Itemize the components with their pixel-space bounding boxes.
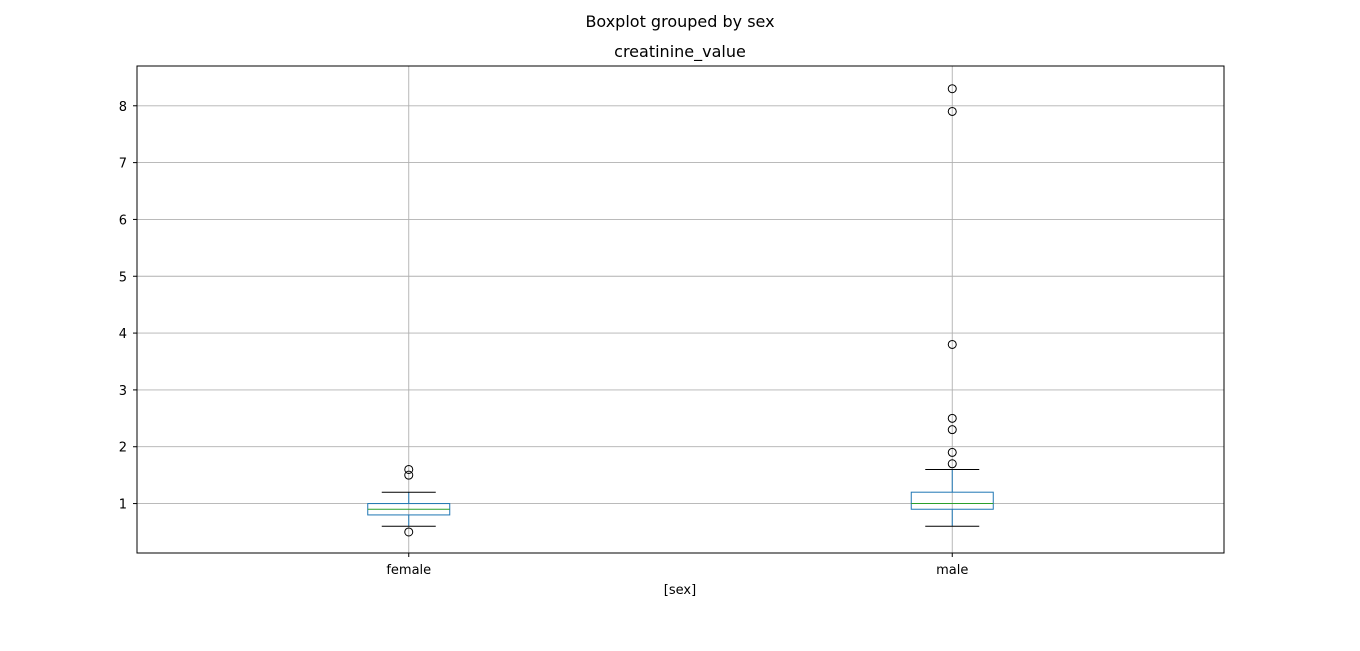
outlier-point xyxy=(404,527,414,537)
x-tick-label: male xyxy=(936,563,968,578)
outlier-point xyxy=(947,339,957,349)
y-tick-label: 7 xyxy=(119,157,127,172)
chart-suptitle: Boxplot grouped by sex xyxy=(585,12,774,31)
box-female xyxy=(367,464,451,537)
y-tick-label: 1 xyxy=(119,498,127,513)
grid-lines xyxy=(137,66,1224,553)
outlier-point xyxy=(947,413,957,423)
chart-title: creatinine_value xyxy=(614,42,746,62)
y-tick-label: 3 xyxy=(119,384,127,399)
x-axis-label: [sex] xyxy=(664,583,696,598)
outlier-point xyxy=(947,425,957,435)
y-tick-label: 4 xyxy=(119,327,127,342)
box-plots xyxy=(367,84,994,537)
y-tick-label: 6 xyxy=(119,213,127,228)
outlier-point xyxy=(404,464,414,474)
outlier-point xyxy=(404,470,414,480)
y-tick-label: 8 xyxy=(119,100,127,115)
y-tick-label: 2 xyxy=(119,441,127,456)
outlier-point xyxy=(947,459,957,469)
outlier-point xyxy=(947,447,957,457)
x-tick-label: female xyxy=(386,563,431,578)
outlier-point xyxy=(947,106,957,116)
iqr-box xyxy=(910,491,994,510)
outlier-point xyxy=(947,84,957,94)
plot-area-frame xyxy=(136,65,1225,554)
y-tick-label: 5 xyxy=(119,270,127,285)
box-male xyxy=(910,84,994,527)
axes: 1 2 3 4 5 6 7 8 female male xyxy=(119,100,969,578)
